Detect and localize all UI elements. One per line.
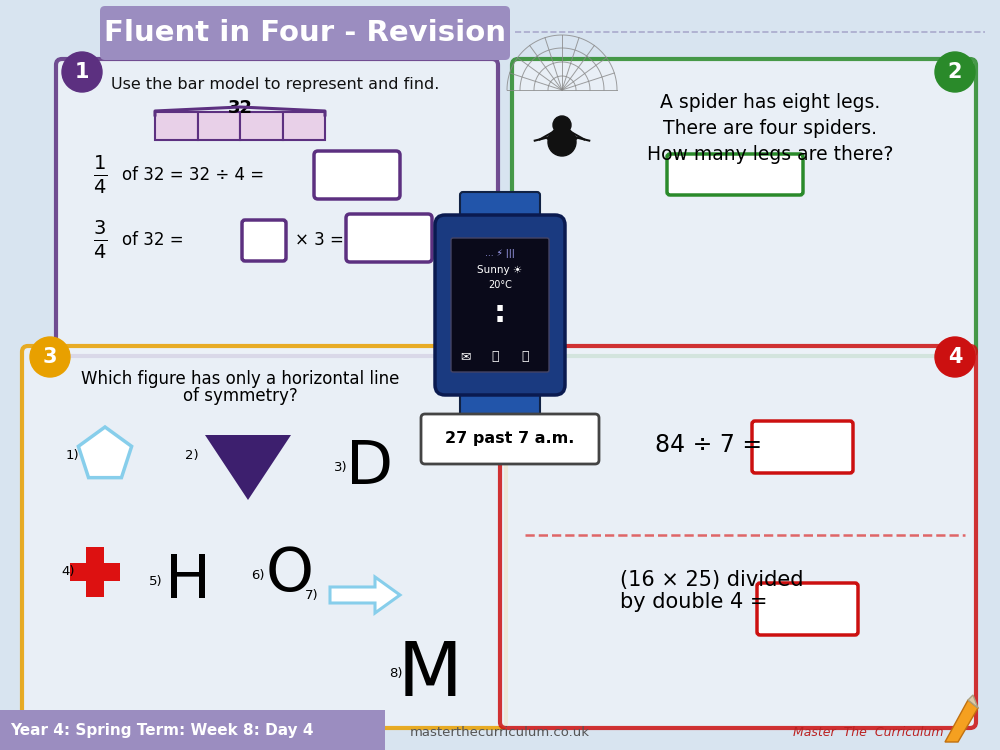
- Text: Year 4: Spring Term: Week 8: Day 4: Year 4: Spring Term: Week 8: Day 4: [10, 722, 314, 737]
- FancyBboxPatch shape: [752, 421, 853, 473]
- Text: A spider has eight legs.: A spider has eight legs.: [660, 92, 880, 112]
- FancyBboxPatch shape: [242, 220, 286, 261]
- Polygon shape: [330, 577, 400, 613]
- Text: $\frac{1}{4}$: $\frac{1}{4}$: [93, 154, 107, 196]
- Text: of 32 =: of 32 =: [122, 231, 184, 249]
- Bar: [155, 112, 198, 140]
- Text: ... ⚡ |||: ... ⚡ |||: [485, 248, 515, 257]
- Text: 32: 32: [228, 99, 252, 117]
- Text: 2: 2: [948, 62, 962, 82]
- Text: 5): 5): [149, 575, 163, 589]
- Text: of symmetry?: of symmetry?: [183, 387, 297, 405]
- Bar: [240, 112, 283, 140]
- Text: How many legs are there?: How many legs are there?: [647, 145, 893, 164]
- Text: ✉: ✉: [460, 350, 470, 364]
- FancyBboxPatch shape: [56, 59, 498, 356]
- Text: 4: 4: [948, 347, 962, 367]
- Text: by double 4 =: by double 4 =: [620, 592, 768, 612]
- FancyBboxPatch shape: [314, 151, 400, 199]
- FancyBboxPatch shape: [460, 192, 540, 233]
- Bar: [283, 112, 325, 140]
- Bar: [70, 563, 120, 581]
- FancyBboxPatch shape: [100, 6, 510, 60]
- Text: Sunny ☀: Sunny ☀: [477, 265, 523, 275]
- FancyBboxPatch shape: [346, 214, 432, 262]
- Text: 7): 7): [304, 589, 318, 602]
- Text: 84 ÷ 7 =: 84 ÷ 7 =: [655, 433, 762, 457]
- FancyBboxPatch shape: [451, 238, 549, 372]
- FancyBboxPatch shape: [667, 154, 803, 195]
- Text: $\frac{3}{4}$: $\frac{3}{4}$: [93, 219, 107, 261]
- FancyBboxPatch shape: [22, 346, 506, 728]
- Text: 27 past 7 a.m.: 27 past 7 a.m.: [445, 431, 575, 446]
- Bar: [86, 547, 104, 597]
- Circle shape: [553, 116, 571, 134]
- Text: M: M: [398, 638, 462, 712]
- FancyBboxPatch shape: [435, 215, 565, 395]
- Text: 3): 3): [334, 460, 348, 473]
- Circle shape: [30, 337, 70, 377]
- Text: (16 × 25) divided: (16 × 25) divided: [620, 570, 804, 590]
- FancyBboxPatch shape: [421, 414, 599, 464]
- Text: :: :: [494, 298, 506, 328]
- Text: Which figure has only a horizontal line: Which figure has only a horizontal line: [81, 370, 399, 388]
- Circle shape: [548, 128, 576, 156]
- Text: There are four spiders.: There are four spiders.: [663, 118, 877, 137]
- FancyBboxPatch shape: [757, 583, 858, 635]
- Text: 3: 3: [43, 347, 57, 367]
- Bar: [198, 112, 240, 140]
- Text: 👤: 👤: [521, 350, 529, 364]
- FancyBboxPatch shape: [460, 382, 540, 423]
- Circle shape: [62, 52, 102, 92]
- Text: 20°C: 20°C: [488, 280, 512, 290]
- Polygon shape: [78, 427, 132, 478]
- Text: H: H: [165, 553, 211, 611]
- Text: 8): 8): [390, 667, 403, 680]
- Text: of 32 = 32 ÷ 4 =: of 32 = 32 ÷ 4 =: [122, 166, 264, 184]
- Text: Fluent in Four - Revision: Fluent in Four - Revision: [104, 19, 506, 47]
- Polygon shape: [205, 435, 291, 500]
- Text: Use the bar model to represent and find.: Use the bar model to represent and find.: [111, 77, 439, 92]
- Text: O: O: [266, 545, 314, 604]
- FancyBboxPatch shape: [500, 346, 976, 728]
- Polygon shape: [945, 700, 978, 742]
- Text: 1: 1: [75, 62, 89, 82]
- Bar: [0, 710, 385, 750]
- Text: masterthecurriculum.co.uk: masterthecurriculum.co.uk: [410, 725, 590, 739]
- Text: 6): 6): [252, 568, 265, 581]
- Polygon shape: [968, 695, 978, 708]
- Text: × 3 =: × 3 =: [295, 231, 344, 249]
- FancyBboxPatch shape: [512, 59, 976, 356]
- Circle shape: [935, 52, 975, 92]
- Text: Master  The  Curriculum: Master The Curriculum: [793, 725, 943, 739]
- Text: 1): 1): [65, 448, 79, 461]
- Circle shape: [935, 337, 975, 377]
- Text: 2): 2): [185, 448, 199, 461]
- Text: D: D: [346, 437, 394, 497]
- Text: 4): 4): [61, 566, 75, 578]
- Text: 🔍: 🔍: [491, 350, 499, 364]
